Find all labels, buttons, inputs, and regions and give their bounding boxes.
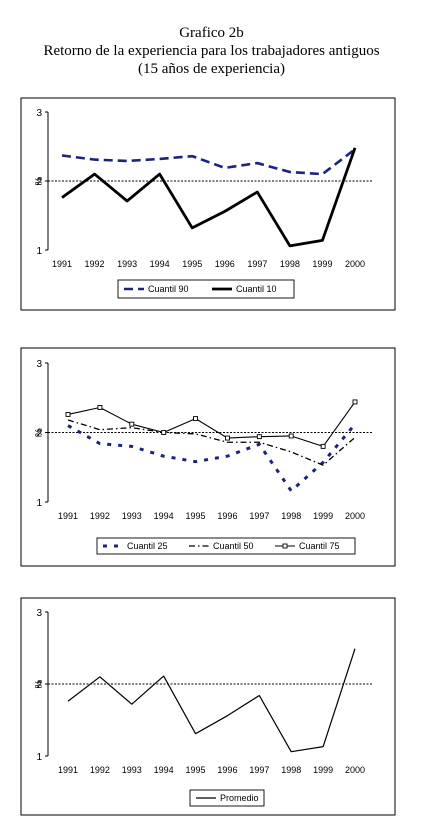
chart2-y-axis-label: % [34,428,45,437]
chart3-x-tick-label: 1997 [249,765,269,775]
chart1-x-tick-label: 1998 [280,259,300,269]
chart-heading-line1: Grafico 2b [179,25,244,41]
chart2-legend-label: Cuantil 75 [299,541,340,551]
chart2-data-point [65,411,71,417]
chart2-x-tick-label: 1992 [90,511,110,521]
chart3-frame [20,597,396,816]
chart2-legend-label: Cuantil 50 [213,541,254,551]
chart1-y-tick-label: 3 [36,108,42,119]
chart3-y-tick-label: 1 [36,752,42,763]
chart2-legend-marker [282,543,288,549]
chart2-series-line-cuantil-50 [67,419,356,466]
chart2-data-point [161,430,167,435]
chart1-y-axis-label: % [34,176,45,185]
chart2-x-tick-label: 2000 [345,511,365,521]
chart1-group: 1 2 3% 1991 1992 1993 1994 1995 1996 1997 1998 1999… [20,97,396,311]
chart2-data-point [224,435,230,441]
chart1-x-tick-label: 1996 [215,259,235,269]
chart3-group: 1 2 3% 1991 1992 1993 1994 1995 1996 1997 1998 1999… [20,597,396,816]
chart3-x-tick-label: 1992 [90,765,110,775]
chart3-x-tick-label: 1994 [154,765,174,775]
chart3-y-axis-label: % [34,679,45,688]
chart2-series-line-cuantil-25 [67,423,357,493]
chart2-x-tick-label: 1994 [154,511,174,521]
chart1-x-tick-label: 1995 [182,259,202,269]
chart2-data-point [320,443,326,449]
chart2-x-tick-label: 1998 [281,511,301,521]
chart3-series-line-promedio [67,648,356,753]
chart1-frame [20,97,396,311]
chart3-x-tick-label: 1996 [217,765,237,775]
chart2-y-tick-label: 2 [36,429,42,440]
chart1-x-tick-label: 2000 [345,259,365,269]
chart1-x-tick-label: 1999 [312,259,332,269]
chart2-y-tick-label: 3 [36,359,42,370]
chart2-x-tick-label: 1995 [186,511,206,521]
chart1-x-tick-label: 1994 [150,259,170,269]
chart3-y-tick-label: 3 [36,608,42,619]
chart2-y-tick-label: 1 [36,498,42,509]
chart2-x-tick-label: 1999 [313,511,333,521]
chart2-x-tick-label: 1996 [217,511,237,521]
chart3-x-tick-label: 1991 [58,765,78,775]
chart2-x-tick-label: 1993 [122,511,142,521]
chart-heading-line2: Retorno de la experiencia para los traba… [43,43,380,59]
chart1-legend-box [117,279,295,299]
chart1-series-line-cuantil-90 [61,148,356,176]
chart2-data-point [288,433,294,439]
chart2-data-point [256,434,262,440]
chart3-y-tick-label: 2 [36,680,42,691]
chart3-x-tick-label: 1995 [186,765,206,775]
chart-heading-line3: (15 años de experiencia) [137,61,285,77]
chart2-data-point [129,421,135,427]
chart3-x-tick-label: 1998 [281,765,301,775]
chart2-series-line-cuantil-75 [67,401,356,447]
chart2-legend-label: Cuantil 25 [127,541,168,551]
chart2-x-tick-label: 1991 [58,511,78,521]
chart2-frame [20,347,396,567]
chart2-data-point [193,416,199,422]
chart1-y-tick-label: 2 [36,177,42,188]
chart1-series-line-cuantil-10 [61,147,357,248]
chart1-x-tick-label: 1992 [85,259,105,269]
chart1-x-tick-label: 1993 [117,259,137,269]
chart3-x-tick-label: 1999 [313,765,333,775]
chart3-legend-box [189,789,265,807]
chart1-legend-label: Cuantil 90 [148,284,189,294]
chart2-data-point [97,405,103,410]
chart1-x-tick-label: 1991 [52,259,72,269]
chart2-group: 1 2 3% 1991 1992 1993 1994 1995 1996 1997 1998 1999… [20,347,396,567]
chart2-x-tick-label: 1997 [249,511,269,521]
chart2-data-point [352,399,358,405]
chart2-legend-box [96,537,356,555]
chart1-y-tick-label: 1 [36,246,42,257]
chart3-x-tick-label: 2000 [345,765,365,775]
chart1-x-tick-label: 1997 [247,259,267,269]
chart3-legend-label: Promedio [220,793,259,803]
chart1-legend-label: Cuantil 10 [236,284,277,294]
chart3-x-tick-label: 1993 [122,765,142,775]
